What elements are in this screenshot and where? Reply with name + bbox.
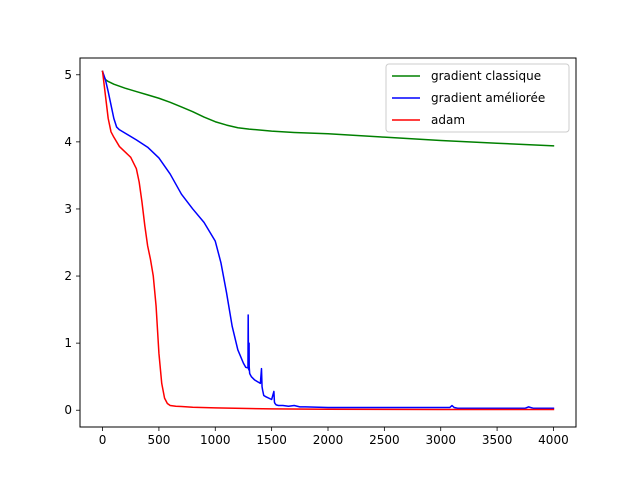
y-tick-label: 1 bbox=[64, 336, 72, 350]
x-tick-label: 1500 bbox=[256, 433, 287, 447]
x-tick-label: 2500 bbox=[369, 433, 400, 447]
y-tick-label: 2 bbox=[64, 269, 72, 283]
y-tick-label: 3 bbox=[64, 202, 72, 216]
legend-label: adam bbox=[431, 113, 465, 127]
y-tick-label: 0 bbox=[64, 403, 72, 417]
y-axis: 0 1 2 3 4 5 bbox=[64, 68, 80, 417]
x-tick-label: 500 bbox=[147, 433, 170, 447]
x-tick-label: 1000 bbox=[200, 433, 231, 447]
legend-box bbox=[385, 63, 570, 133]
legend-label: gradient classique bbox=[431, 69, 541, 83]
x-tick-label: 4000 bbox=[538, 433, 569, 447]
x-tick-label: 0 bbox=[99, 433, 107, 447]
y-tick-label: 4 bbox=[64, 135, 72, 149]
series-line-1 bbox=[101, 70, 555, 409]
series-line-2 bbox=[101, 70, 555, 411]
x-tick-label: 2000 bbox=[313, 433, 344, 447]
x-tick-label: 3500 bbox=[482, 433, 513, 447]
y-tick-label: 5 bbox=[64, 68, 72, 82]
legend-label: gradient améliorée bbox=[431, 91, 545, 105]
legend: gradient classique gradient améliorée adam bbox=[385, 63, 570, 133]
x-axis: 0 500 1000 1500 2000 2500 3000 3500 4000 bbox=[99, 427, 569, 447]
plot-lines bbox=[101, 70, 555, 411]
x-tick-label: 3000 bbox=[425, 433, 456, 447]
series-line-0 bbox=[101, 70, 555, 147]
